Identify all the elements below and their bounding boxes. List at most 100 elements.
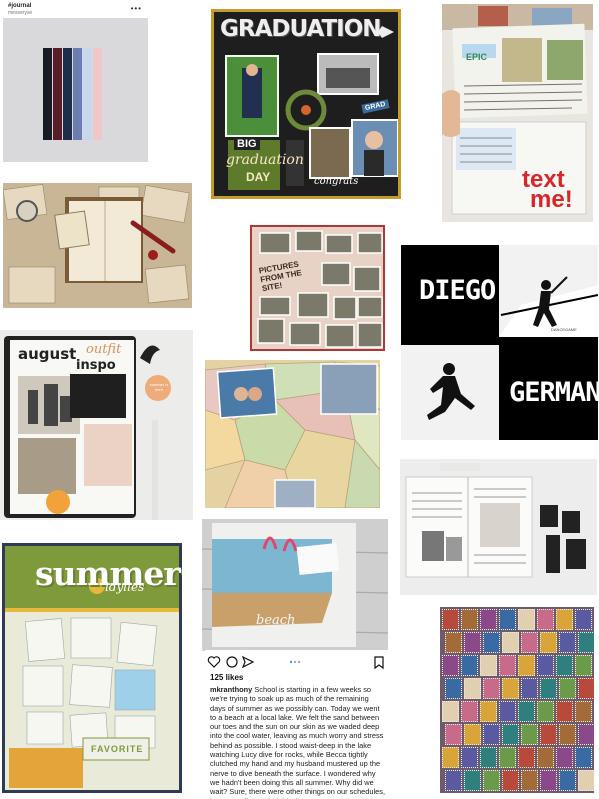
action-bar bbox=[207, 655, 384, 670]
caption-username[interactable]: mkranthony bbox=[210, 685, 253, 694]
last-name: GERMAN bbox=[509, 377, 598, 408]
postage-stamp bbox=[483, 678, 500, 699]
postage-stamp bbox=[540, 770, 557, 791]
day-word: DAY bbox=[246, 170, 271, 184]
postage-stamp bbox=[442, 701, 459, 722]
tennis-player-icon bbox=[533, 276, 568, 327]
photo-strips bbox=[540, 505, 586, 573]
postage-stamp bbox=[442, 747, 459, 768]
postage-stamp bbox=[575, 701, 592, 722]
postage-stamp bbox=[556, 701, 573, 722]
august-collage bbox=[4, 336, 171, 520]
postage-stamp bbox=[540, 632, 557, 653]
photo-lake bbox=[320, 363, 378, 415]
caption-text: School is starting in a few weeks so we'… bbox=[210, 685, 386, 799]
postage-stamp bbox=[445, 678, 462, 699]
big-tag: BIG bbox=[234, 138, 260, 150]
postage-stamp bbox=[464, 632, 481, 653]
gown-cutout bbox=[286, 140, 304, 186]
postage-stamp bbox=[578, 678, 594, 699]
post-handle[interactable]: #journal bbox=[8, 3, 32, 9]
leaf-icon bbox=[140, 345, 160, 364]
epic-label: EPIC bbox=[466, 52, 488, 62]
more-horizontal-icon[interactable]: ••• bbox=[130, 4, 142, 13]
summer-sticker bbox=[145, 375, 171, 401]
tennis-player-icon bbox=[427, 363, 475, 420]
ticket-stubs bbox=[22, 617, 158, 749]
postage-stamp bbox=[502, 770, 519, 791]
instagram-caption-tile[interactable]: 125 likes mkranthony School is starting … bbox=[205, 650, 391, 799]
dress-photo bbox=[84, 424, 132, 486]
postage-stamp bbox=[483, 770, 500, 791]
graduation-collage bbox=[225, 26, 398, 190]
postage-stamp bbox=[445, 724, 462, 745]
postage-stamp bbox=[518, 609, 535, 630]
pictures-from-site-tile[interactable]: PICTURES FROM THE SITE! bbox=[250, 225, 385, 351]
graduation-script: graduation bbox=[226, 152, 304, 168]
graduation-scrapbook-tile[interactable]: GRADUATION BIG graduation DAY GRAD congr… bbox=[211, 9, 401, 199]
postage-stamp bbox=[537, 701, 554, 722]
august-title-2: outfit bbox=[86, 342, 122, 357]
stamps-collage-tile[interactable] bbox=[440, 607, 594, 793]
bookmark-icon bbox=[374, 656, 384, 670]
postage-stamp bbox=[442, 609, 459, 630]
august-outfit-inspo-tile[interactable]: august outfit inspo summer is here bbox=[0, 330, 193, 520]
us-map bbox=[205, 361, 380, 508]
graduation-title: GRADUATION bbox=[220, 16, 382, 42]
postage-stamp bbox=[499, 609, 516, 630]
share-icon bbox=[241, 655, 255, 669]
postage-stamp bbox=[480, 655, 497, 676]
travel-journal-tile[interactable] bbox=[400, 459, 597, 595]
postage-stamp bbox=[559, 724, 576, 745]
instagram-post-tile[interactable]: #journal messeryse ••• bbox=[3, 2, 148, 162]
postage-stamp bbox=[461, 747, 478, 768]
postage-stamp bbox=[537, 609, 554, 630]
wax-seal bbox=[148, 250, 158, 260]
vintage-collage bbox=[3, 184, 190, 304]
hand bbox=[442, 90, 460, 137]
postage-stamp bbox=[540, 724, 557, 745]
beach-label: beach bbox=[256, 613, 296, 628]
post-caption: mkranthony School is starting in a few w… bbox=[210, 685, 386, 799]
postage-stamp bbox=[578, 770, 594, 791]
first-name: DIEGO bbox=[419, 275, 496, 306]
postage-stamp bbox=[464, 770, 481, 791]
vintage-journal-tile[interactable] bbox=[3, 183, 192, 308]
sand-collage bbox=[212, 593, 332, 627]
postage-stamp bbox=[445, 632, 462, 653]
pen bbox=[152, 420, 158, 520]
postage-stamp bbox=[499, 655, 516, 676]
summer-idylles-tile[interactable]: summer idylles FAVORITE bbox=[2, 543, 182, 793]
beach-journal-tile[interactable]: beach bbox=[202, 519, 388, 651]
grad-cap-icon bbox=[378, 26, 394, 38]
postage-stamp bbox=[575, 609, 592, 630]
postage-stamp bbox=[575, 747, 592, 768]
color-strip bbox=[73, 48, 82, 140]
likes-count[interactable]: 125 likes bbox=[210, 673, 244, 682]
photo-family bbox=[309, 127, 351, 179]
postage-stamp bbox=[480, 609, 497, 630]
postage-stamp bbox=[578, 724, 594, 745]
postage-stamp bbox=[559, 632, 576, 653]
postage-stamp bbox=[461, 655, 478, 676]
postage-stamp bbox=[502, 678, 519, 699]
postage-stamp bbox=[578, 632, 594, 653]
orange-icon bbox=[46, 490, 70, 514]
photo-bottom bbox=[274, 479, 316, 508]
postage-stamp bbox=[483, 632, 500, 653]
map-collage-tile[interactable] bbox=[205, 360, 380, 508]
summer-subtitle: idylles bbox=[105, 580, 145, 594]
postage-stamp bbox=[445, 770, 462, 791]
journal-collage bbox=[405, 463, 586, 578]
beach-collage bbox=[202, 523, 388, 647]
color-strip bbox=[63, 48, 72, 140]
post-subhandle[interactable]: messeryse bbox=[8, 10, 33, 16]
postage-stamp bbox=[464, 724, 481, 745]
text-me-journal-tile[interactable]: EPIC text me! bbox=[442, 4, 593, 222]
summer-page: summer idylles FAVORITE bbox=[5, 546, 181, 790]
postage-stamp bbox=[464, 678, 481, 699]
pen bbox=[440, 463, 480, 471]
diego-german-tile[interactable]: DIEGO GERMAN DANCEGAME bbox=[401, 245, 598, 440]
text-me-line1: text bbox=[522, 166, 565, 193]
flamingo-icon bbox=[262, 536, 278, 550]
